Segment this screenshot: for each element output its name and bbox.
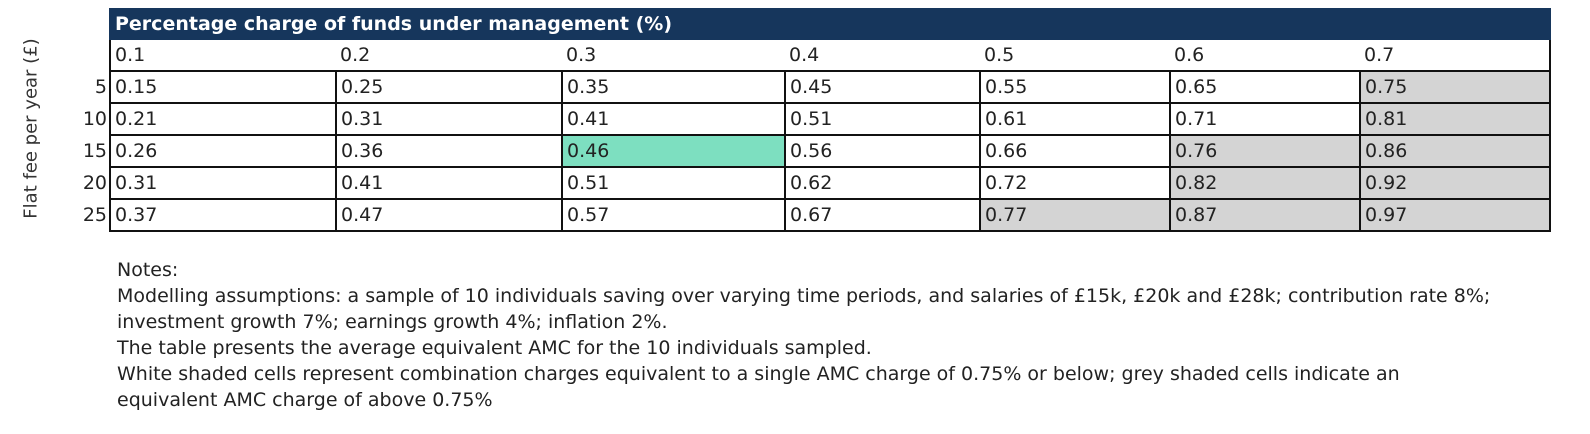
table-cell-grey: 0.92 (1359, 166, 1551, 200)
table-cell: 0.51 (561, 166, 786, 200)
table-cell-grey: 0.81 (1359, 102, 1551, 136)
table-cell-grey: 0.76 (1169, 134, 1361, 168)
table-cell: 0.25 (335, 70, 563, 104)
notes-heading: Notes: (117, 259, 179, 281)
table-cell: 0.45 (784, 70, 981, 104)
column-header: 0.6 (1170, 38, 1360, 72)
table-cell: 0.65 (1169, 70, 1361, 104)
table-cell: 0.72 (979, 166, 1171, 200)
row-header: 5 (94, 76, 107, 98)
table-cell-grey: 0.75 (1359, 70, 1551, 104)
table-cell: 0.61 (979, 102, 1171, 136)
column-header: 0.2 (336, 38, 562, 72)
table-cell: 0.41 (561, 102, 786, 136)
table-cell: 0.66 (979, 134, 1171, 168)
amc-table: Percentage charge of funds under managem… (74, 8, 1551, 232)
table-cell-grey: 0.87 (1169, 198, 1361, 232)
notes: Notes: Modelling assumptions: a sample o… (117, 257, 1557, 413)
y-axis-label: Flat fee per year (£) (16, 8, 46, 248)
table-cell: 0.47 (335, 198, 563, 232)
table-cell: 0.31 (109, 166, 337, 200)
table-row: 20 0.31 0.41 0.51 0.62 0.72 0.82 0.92 (74, 166, 1551, 200)
row-header: 15 (82, 140, 107, 162)
table-cell: 0.31 (335, 102, 563, 136)
column-header: 0.1 (109, 38, 336, 72)
notes-line: White shaded cells represent combination… (117, 363, 1400, 385)
table-cell: 0.71 (1169, 102, 1361, 136)
table-cell-highlight: 0.46 (561, 134, 786, 168)
table-title-row: Percentage charge of funds under managem… (74, 8, 1551, 40)
table-cell-grey: 0.77 (979, 198, 1171, 232)
notes-line: Modelling assumptions: a sample of 10 in… (117, 285, 1491, 307)
table-cell: 0.21 (109, 102, 337, 136)
column-header: 0.5 (980, 38, 1170, 72)
column-header: 0.7 (1360, 38, 1551, 72)
y-axis-label-text: Flat fee per year (£) (20, 37, 42, 219)
table-cell: 0.57 (561, 198, 786, 232)
row-header: 10 (82, 108, 107, 130)
table-cell: 0.41 (335, 166, 563, 200)
table-cell: 0.56 (784, 134, 981, 168)
table-row: 5 0.15 0.25 0.35 0.45 0.55 0.65 0.75 (74, 70, 1551, 104)
table-cell-grey: 0.82 (1169, 166, 1361, 200)
notes-line: investment growth 7%; earnings growth 4%… (117, 311, 668, 333)
table-cell: 0.15 (109, 70, 337, 104)
table-cell: 0.67 (784, 198, 981, 232)
column-header: 0.4 (785, 38, 980, 72)
table-cell-grey: 0.97 (1359, 198, 1551, 232)
row-header: 25 (82, 204, 107, 226)
table-row: 25 0.37 0.47 0.57 0.67 0.77 0.87 0.97 (74, 198, 1551, 232)
notes-line: The table presents the average equivalen… (117, 337, 872, 359)
table-title: Percentage charge of funds under managem… (109, 8, 1551, 40)
column-header-row: 0.1 0.2 0.3 0.4 0.5 0.6 0.7 (74, 38, 1551, 72)
table-cell: 0.55 (979, 70, 1171, 104)
table-cell: 0.37 (109, 198, 337, 232)
column-header: 0.3 (562, 38, 785, 72)
table-cell: 0.62 (784, 166, 981, 200)
table-cell: 0.51 (784, 102, 981, 136)
table-row: 10 0.21 0.31 0.41 0.51 0.61 0.71 0.81 (74, 102, 1551, 136)
table-cell-grey: 0.86 (1359, 134, 1551, 168)
table-cell: 0.35 (561, 70, 786, 104)
table-row: 15 0.26 0.36 0.46 0.56 0.66 0.76 0.86 (74, 134, 1551, 168)
table-cell: 0.26 (109, 134, 337, 168)
notes-line: equivalent AMC charge of above 0.75% (117, 389, 493, 411)
row-header: 20 (82, 172, 107, 194)
table-cell: 0.36 (335, 134, 563, 168)
